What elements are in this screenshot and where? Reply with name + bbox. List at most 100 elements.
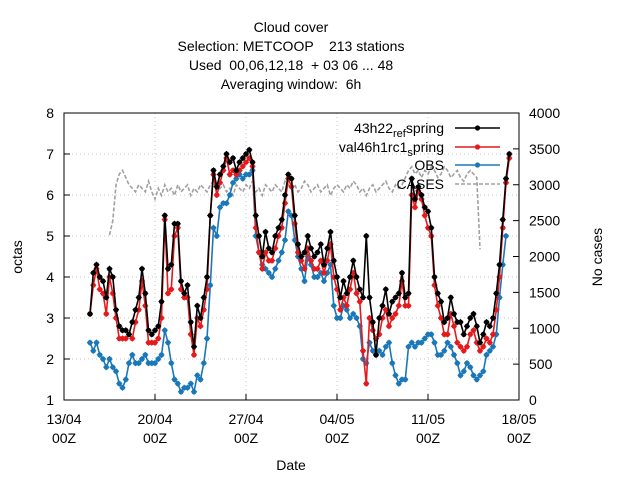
data-point-cross — [369, 347, 376, 354]
data-point-cross — [460, 368, 467, 375]
data-point-cross — [366, 294, 373, 301]
data-point-cross — [405, 343, 412, 350]
data-point-cross — [126, 331, 132, 338]
y2-tick-label: 2500 — [529, 213, 560, 229]
chart-title: Cloud cover Selection: METCOOP 213 stati… — [178, 19, 405, 92]
data-point-cross — [226, 192, 233, 198]
data-point-cross — [486, 323, 493, 330]
data-point-cross — [259, 253, 266, 260]
title-line-1: Cloud cover — [254, 19, 329, 35]
data-point-cross — [379, 351, 386, 358]
data-point-cross — [412, 196, 418, 203]
data-point-cross — [330, 302, 337, 309]
data-point-cross — [161, 212, 168, 219]
data-point-cross — [402, 294, 409, 301]
data-point-cross — [428, 331, 435, 338]
data-point-cross — [441, 347, 448, 354]
y-tick-label: 8 — [46, 105, 54, 121]
data-point-cross — [356, 298, 363, 305]
data-point-cross — [314, 249, 321, 256]
data-point-cross — [356, 286, 363, 293]
data-point-cross — [262, 228, 269, 235]
data-point-cross — [230, 155, 236, 162]
data-point-cross — [441, 319, 448, 326]
data-point-cross — [142, 290, 149, 297]
data-point-cross — [392, 372, 399, 379]
data-point-cross — [139, 265, 145, 272]
data-point-cross — [340, 278, 347, 285]
data-point-cross — [213, 233, 220, 239]
data-point-cross — [321, 278, 327, 285]
data-point-cross — [93, 339, 100, 346]
data-point-cross — [217, 204, 223, 211]
data-point-cross — [178, 278, 184, 285]
data-point-cross — [220, 163, 227, 170]
data-point-cross — [252, 212, 259, 219]
data-point-cross — [249, 159, 256, 166]
data-point-cross — [246, 171, 253, 178]
data-point-cross — [207, 212, 214, 219]
data-point-cross — [197, 315, 204, 321]
data-point-cross — [109, 274, 116, 280]
data-point-cross — [301, 278, 308, 285]
data-point-cross — [386, 323, 392, 330]
data-point-cross — [204, 335, 210, 342]
data-point-cross — [278, 249, 285, 256]
data-point-cross — [226, 159, 233, 166]
legend-sample-marker — [474, 162, 481, 168]
data-point-cross — [122, 327, 129, 334]
data-point-cross — [470, 372, 477, 379]
data-point-cross — [447, 294, 454, 301]
data-point-cross — [243, 151, 249, 157]
data-point-cross — [395, 302, 402, 309]
data-point-cross — [187, 319, 194, 326]
data-point-cross — [275, 257, 282, 264]
data-point-cross — [135, 360, 142, 367]
data-point-cross — [347, 274, 353, 280]
data-point-cross — [447, 343, 454, 350]
data-point-cross — [122, 335, 129, 342]
data-point-cross — [314, 274, 321, 280]
data-point-cross — [122, 376, 129, 383]
x-tick-label-time: 00Z — [416, 430, 441, 446]
y-tick-label: 7 — [46, 146, 54, 162]
data-point-cross — [337, 294, 344, 301]
y2-tick-label: 500 — [529, 356, 553, 372]
data-point-cross — [90, 347, 97, 354]
data-point-cross — [350, 257, 357, 264]
data-point-cross — [113, 368, 119, 375]
data-point-cross — [213, 192, 220, 198]
data-point-cross — [389, 298, 396, 305]
data-point-cross — [415, 183, 422, 190]
y2-axis-label: No cases — [589, 228, 605, 286]
series-line — [89, 148, 511, 355]
data-point-cross — [129, 351, 136, 358]
data-point-cross — [106, 356, 113, 362]
data-point-cross — [278, 216, 285, 223]
data-point-cross — [87, 310, 93, 317]
data-point-cross — [360, 347, 366, 354]
data-point-cross — [129, 319, 136, 326]
legend: 43h22refspring val46h1rc1spring OBS CASE… — [339, 120, 500, 192]
data-point-cross — [376, 347, 383, 354]
data-point-cross — [285, 171, 292, 178]
y-tick-label: 4 — [46, 269, 54, 285]
data-point-cross — [382, 343, 389, 350]
x-tick-label: 20/04 — [137, 411, 172, 427]
data-point-cross — [506, 151, 513, 157]
series-3 — [108, 165, 481, 250]
data-point-cross — [360, 294, 366, 301]
data-point-cross — [265, 269, 272, 276]
data-point-cross — [155, 356, 162, 362]
data-point-cross — [486, 339, 493, 346]
y-tick-label: 5 — [46, 228, 54, 244]
series-0 — [87, 146, 513, 358]
data-point-cross — [181, 290, 188, 297]
data-point-cross — [191, 388, 197, 395]
data-point-cross — [470, 310, 477, 317]
data-point-cross — [337, 306, 344, 313]
data-point-cross — [100, 356, 106, 362]
data-point-cross — [363, 233, 370, 239]
data-point-cross — [275, 224, 282, 231]
